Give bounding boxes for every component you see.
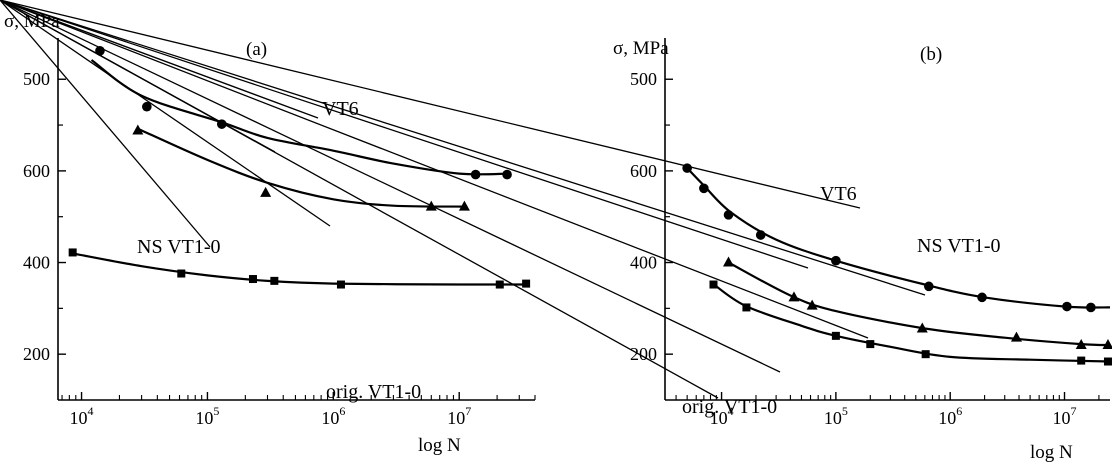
panel-b-xtick-exponent: 4 [728, 404, 734, 418]
panel-a-point-triangle [132, 124, 144, 135]
panel-b-point-square [866, 340, 875, 349]
panel-a-series-line-0 [90, 59, 510, 176]
panel-a-xtick-exponent: 7 [465, 404, 471, 418]
panel-b-label-ns: NS VT1-0 [917, 235, 1001, 257]
panel-a-xtick-label: 10 [70, 408, 88, 428]
panel-a-point-square [177, 269, 186, 278]
panel-a-ytick-label: 400 [23, 253, 50, 273]
panel-b-point-circle [699, 183, 709, 194]
panel-a-point-square [270, 276, 279, 285]
panel-b-point-triangle [1010, 331, 1022, 342]
panel-b-label-orig: orig. VT1-0 [682, 396, 777, 418]
panel-a-label-pointer [0, 0, 211, 248]
panel-a-label-pointer [0, 0, 331, 227]
panel-b-title: (b) [920, 44, 942, 65]
panel-a-title: (a) [246, 39, 267, 60]
panel-b-xtick-label: 10 [710, 408, 728, 428]
panel-a-xtick-exponent: 5 [213, 404, 219, 418]
panel-a-point-square [68, 248, 77, 257]
panel-b-ytick-label: 200 [630, 344, 657, 364]
panel-b-point-triangle [1075, 339, 1087, 350]
panel-b-point-triangle [1102, 339, 1112, 350]
panel-b-point-square [742, 303, 751, 312]
panel-a-point-triangle [458, 200, 470, 211]
panel-b-point-triangle [916, 322, 928, 333]
panel-b-xtick-exponent: 7 [1071, 404, 1077, 418]
panel-a-ytick-label: 200 [23, 344, 50, 364]
panel-b-series-line-1 [727, 261, 1111, 347]
panel-a-point-square [522, 279, 531, 288]
panel-a-ylabel: σ, MPa [4, 11, 60, 32]
panel-b-series-line-2 [709, 280, 1111, 363]
panel-a-point-triangle [260, 186, 272, 197]
panel-a-point-circle [502, 169, 512, 180]
panel-b-ylabel: σ, MPa [613, 38, 669, 59]
panel-b-ytick-label: 400 [630, 253, 657, 273]
panel-a-xtick-label: 10 [321, 408, 339, 428]
panel-b-xtick-exponent: 6 [956, 404, 962, 418]
panel-a-xtick-exponent: 4 [88, 404, 94, 418]
panel-a-label-pointer [0, 0, 319, 119]
panel-b-point-triangle [806, 299, 818, 310]
panel-a-label-orig: orig. VT1-0 [326, 381, 421, 403]
panel-b-label-pointer [0, 0, 719, 399]
panel-a-point-square [495, 280, 504, 289]
panel-b-point-circle [723, 210, 734, 220]
panel-a-point-square [248, 275, 257, 284]
panel-b-point-square [1077, 356, 1086, 365]
panel-b-point-circle [977, 292, 987, 303]
panel-a-series-line-1 [137, 127, 465, 208]
panel-b-point-square [1103, 357, 1112, 366]
panel-b-point-square [709, 280, 718, 289]
panel-b-xlabel: log N [1030, 442, 1073, 462]
panel-b-point-triangle [788, 291, 800, 302]
panel-a-point-square [336, 280, 345, 289]
panel-b-ytick-label: 600 [630, 161, 657, 181]
panel-a-series-line-2 [72, 252, 530, 286]
panel-b-point-circle [924, 281, 934, 292]
panel-b-point-circle [1062, 301, 1072, 312]
panel-b-label-pointer [0, 0, 781, 373]
panel-b-label-vt6: VT6 [820, 183, 857, 205]
panel-a-label-ns: NS VT1-0 [137, 236, 221, 258]
panel-a-point-circle [470, 169, 481, 180]
panel-a-xtick-label: 10 [447, 408, 465, 428]
panel-a-xtick-label: 10 [195, 408, 213, 428]
panel-b-ytick-label: 500 [630, 69, 657, 89]
panel-b-point-square [921, 350, 930, 359]
panel-b-label-pointer [0, 0, 869, 339]
panel-b-xtick-label: 10 [938, 408, 956, 428]
panel-b-point-triangle [723, 256, 735, 267]
panel-b-label-pointer [0, 0, 809, 269]
panel-b-point-circle [831, 255, 841, 266]
panel-b-xtick-label: 10 [1053, 408, 1071, 428]
panel-b-point-square [831, 331, 840, 340]
panel-b-label-pointer [0, 0, 926, 296]
panel-b-xtick-label: 10 [824, 408, 842, 428]
panel-b-point-circle [1086, 302, 1096, 313]
panel-a-xtick-exponent: 6 [339, 404, 345, 418]
panel-b-point-circle [755, 230, 766, 240]
panel-a-ytick-label: 600 [23, 161, 50, 181]
panel-b-xtick-exponent: 5 [842, 404, 848, 418]
panel-a-xlabel: log N [418, 435, 461, 456]
panel-a-point-circle [142, 101, 152, 112]
panel-a-ytick-label: 500 [23, 69, 50, 89]
panel-b-label-pointer [0, 0, 861, 209]
